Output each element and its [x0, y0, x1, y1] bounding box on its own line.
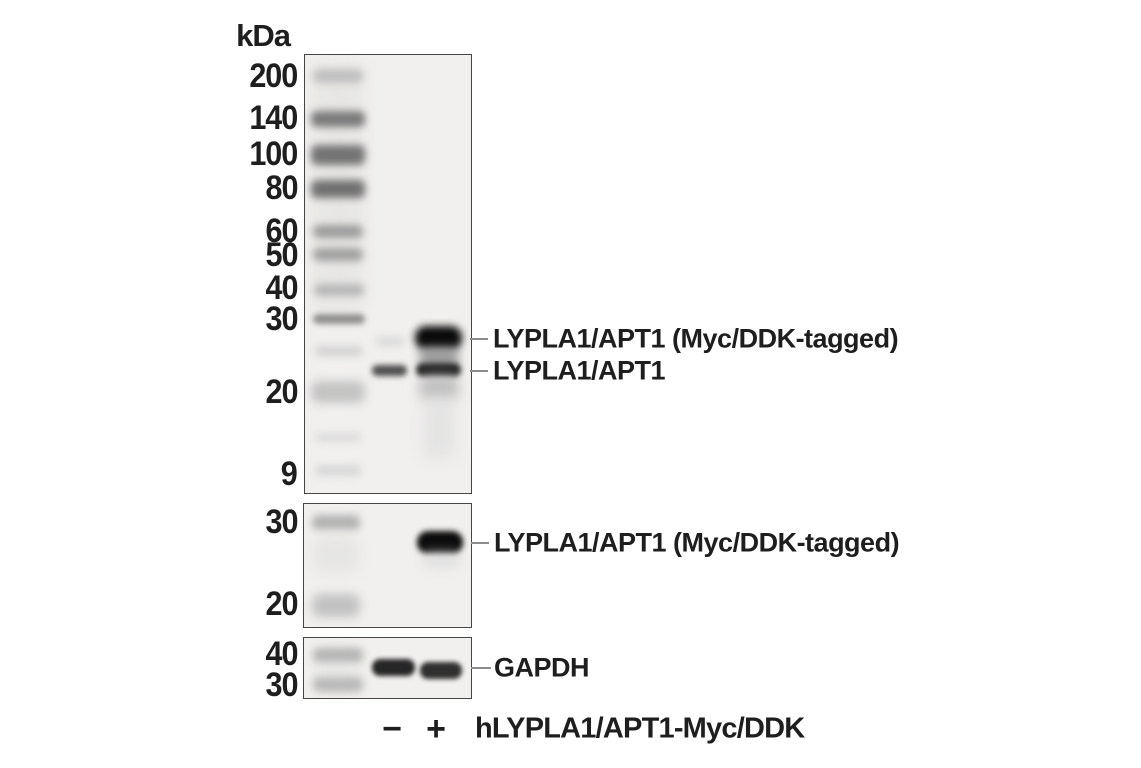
marker-label-40: 40 — [265, 635, 298, 673]
band-ladder — [313, 677, 363, 692]
band-minus-lane — [375, 337, 405, 346]
band-minus-lane — [372, 365, 407, 376]
treatment-label: hLYPLA1/APT1-Myc/DDK — [475, 712, 805, 745]
band-ladder — [311, 145, 365, 165]
band-plus-lane — [416, 363, 461, 377]
band-ladder — [312, 515, 360, 530]
band-ladder — [313, 69, 363, 83]
band-plus-lane — [420, 662, 462, 679]
lypla1-apt1-blot-panel — [304, 54, 472, 494]
band-annotation: LYPLA1/APT1 (Myc/DDK-tagged) — [494, 527, 900, 558]
band-ladder — [315, 346, 363, 356]
marker-label-140: 140 — [249, 99, 298, 137]
band-ladder — [311, 180, 365, 198]
band-tick-line — [470, 370, 488, 372]
band-plus-lane — [422, 398, 456, 460]
band-ladder — [315, 433, 361, 442]
band-ladder — [313, 248, 363, 261]
band-plus-lane — [415, 326, 462, 350]
minus-sign: − — [382, 710, 402, 748]
marker-label-30: 30 — [265, 300, 298, 338]
marker-label-20: 20 — [265, 585, 298, 623]
band-plus-lane — [419, 376, 459, 400]
band-ladder — [315, 465, 361, 476]
band-annotation: LYPLA1/APT1 (Myc/DDK-tagged) — [493, 323, 899, 354]
band-ladder — [313, 314, 365, 324]
band-ladder — [313, 536, 359, 574]
marker-label-80: 80 — [265, 169, 298, 207]
marker-label-50: 50 — [265, 236, 298, 274]
plus-sign: + — [426, 710, 446, 748]
band-ladder — [311, 381, 365, 403]
band-plus-lane — [421, 553, 461, 568]
band-tick-line — [471, 667, 491, 669]
band-annotation: GAPDH — [494, 652, 590, 683]
gapdh-blot-panel — [303, 637, 472, 699]
band-plus-lane — [419, 347, 459, 367]
band-ladder — [313, 225, 363, 238]
band-ladder — [313, 648, 363, 662]
marker-label-20: 20 — [265, 373, 298, 411]
band-ladder — [312, 594, 360, 617]
marker-label-30: 30 — [265, 503, 298, 541]
kda-unit-label: kDa — [236, 18, 291, 53]
band-ladder — [314, 284, 364, 296]
marker-label-30: 30 — [265, 666, 298, 704]
marker-label-60: 60 — [265, 212, 298, 250]
band-tick-line — [471, 542, 489, 544]
marker-label-9: 9 — [281, 455, 298, 493]
band-ladder — [311, 111, 365, 127]
marker-label-40: 40 — [265, 269, 298, 307]
marker-label-200: 200 — [249, 57, 298, 95]
band-plus-lane — [417, 531, 463, 554]
band-annotation: LYPLA1/APT1 — [493, 355, 666, 386]
band-tick-line — [470, 338, 488, 340]
lypla1-apt1-tagged-blot-panel — [303, 503, 472, 628]
band-minus-lane — [372, 659, 415, 676]
marker-label-100: 100 — [249, 135, 298, 173]
